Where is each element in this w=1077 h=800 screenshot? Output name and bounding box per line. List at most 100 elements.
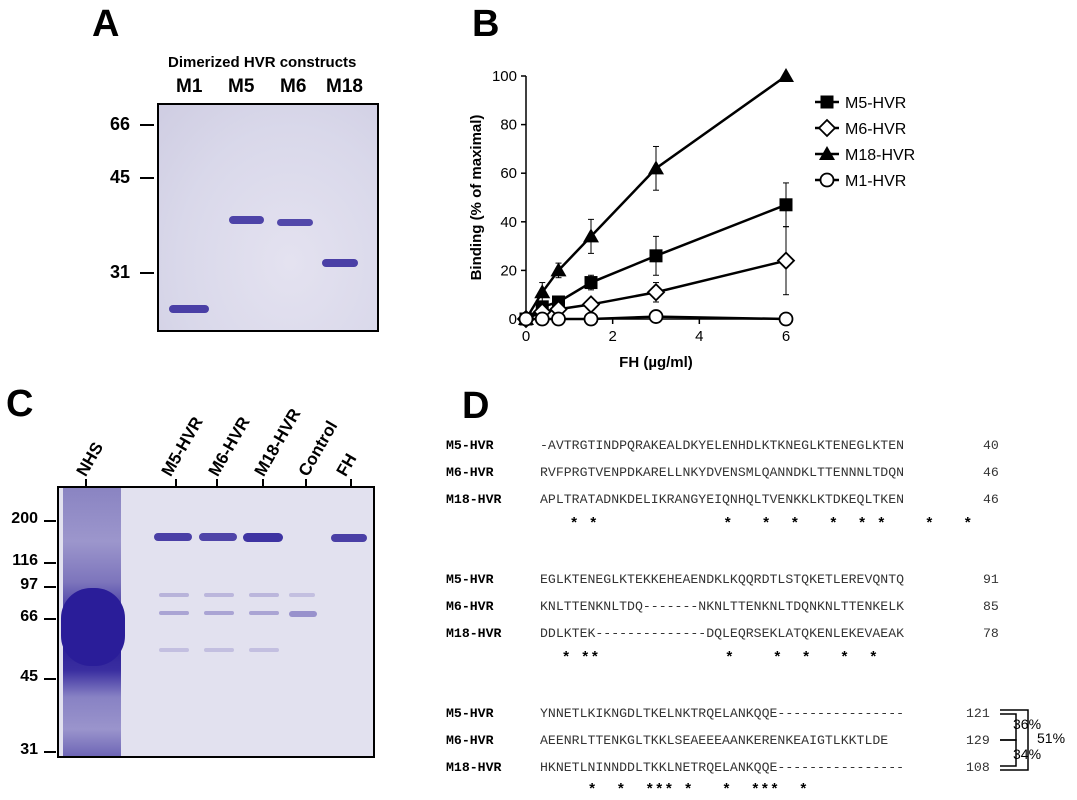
identity-m5-m6: 36% [1013, 716, 1042, 732]
lane-label-m5: M5 [228, 76, 255, 97]
band-m5 [229, 216, 264, 224]
lane-tick [175, 479, 177, 487]
lane-label-m18: M18 [326, 76, 363, 97]
gel-panel-a [157, 103, 379, 332]
y-tick-label: 60 [500, 165, 517, 182]
seq-m18-3: HKNETLNINNDDLTKKLNETRQELANKQQE----------… [540, 760, 905, 775]
seq-m5-3: YNNETLKIKNGDLTKELNKTRQELANKQQE----------… [540, 706, 905, 721]
y-tick-label: 40 [500, 214, 517, 231]
seq-num: 121 [966, 706, 990, 721]
y-tick-label: 80 [500, 117, 517, 134]
legend-marker-m5-hvr [820, 95, 834, 109]
data-point-m6-hvr [581, 295, 601, 314]
band-m18 [322, 259, 358, 267]
faint-band [159, 611, 189, 615]
data-point-m1-hvr [648, 309, 664, 324]
band-m6-fh [199, 533, 237, 541]
seq-num: 85 [983, 599, 999, 614]
x-tick-label: 2 [608, 328, 616, 345]
identity-m6-m18: 34% [1013, 746, 1042, 762]
data-point-m6-hvr [776, 251, 796, 270]
band-m5-fh [154, 533, 192, 541]
gel-panel-c [57, 486, 375, 758]
y-axis-label: Binding (% of maximal) [468, 115, 485, 281]
marker-97-c: 97 [20, 576, 38, 593]
identity-m5-m18: 51% [1037, 730, 1066, 746]
marker-tick [140, 177, 154, 179]
marker-116-c: 116 [12, 552, 38, 569]
conservation-stars: * * *** * * *** * [578, 782, 809, 799]
seq-m5-1: -AVTRGTINDPQRAKEALDKYELENHDLKTKNEGLKTENE… [540, 438, 905, 453]
faint-band [249, 611, 279, 615]
panel-a-header: Dimerized HVR constructs [168, 54, 357, 71]
seq-m6-1: RVFPRGTVENPDKARELLNKYDVENSMLQANNDKLTTENN… [540, 465, 905, 480]
marker-tick [44, 751, 56, 753]
binding-chart: 0 20 40 60 80 100 0 2 4 6 FH (µg/ml) Binding (% of … [468, 68, 915, 371]
marker-200-c: 200 [11, 510, 38, 527]
seq-m18-2: DDLKTEK--------------DQLEQRSEKLATQKENLEK… [540, 626, 905, 641]
lane-tick [305, 479, 307, 487]
lane-label-m1: M1 [176, 76, 203, 97]
lane-label-m6: M6 [280, 76, 307, 97]
faint-band [289, 593, 315, 597]
seq-name-m18: M18-HVR [446, 626, 502, 641]
seq-m6-3: AEENRLTTENKGLTKKLSEAEEEAANKERENKEAIGTLKK… [540, 733, 889, 748]
band-m1 [169, 305, 209, 313]
legend-label-m5-hvr: M5-HVR [845, 95, 906, 112]
seq-num: 129 [966, 733, 990, 748]
y-tick-label: 100 [492, 68, 517, 85]
seq-name-m18: M18-HVR [446, 492, 502, 507]
legend-marker-m1-hvr [819, 172, 835, 188]
panel-b-label: B [472, 3, 500, 45]
data-point-m1-hvr [518, 311, 534, 327]
band-fh [331, 534, 367, 542]
data-point-m6-hvr [646, 282, 666, 302]
legend-label-m1-hvr: M1-HVR [845, 173, 906, 190]
data-point-m5-hvr [584, 276, 598, 290]
seq-m18-1: APLTRATADNKDELIKRANGYEIQNHQLTVENKKLKTDKE… [540, 492, 905, 507]
seq-num: 46 [983, 492, 999, 507]
seq-num: 78 [983, 626, 999, 641]
lane-label-fh: FH [332, 450, 361, 480]
data-point-m1-hvr [551, 311, 566, 327]
band-m6 [277, 219, 313, 226]
y-tick-label: 20 [500, 262, 517, 279]
lane-tick [350, 479, 352, 487]
data-point-m18-hvr [550, 262, 567, 277]
lane-label-m5-hvr: M5-HVR [157, 413, 207, 480]
control-band [289, 611, 317, 617]
legend-label-m6-hvr: M6-HVR [845, 121, 906, 138]
seq-name-m6: M6-HVR [446, 465, 494, 480]
lane-label-m6-hvr: M6-HVR [204, 413, 254, 480]
legend-marker-m6-hvr [817, 118, 837, 138]
marker-45-a: 45 [109, 167, 130, 187]
seq-num: 108 [966, 760, 990, 775]
marker-tick [140, 124, 154, 126]
lane-tick [262, 479, 264, 487]
data-point-m1-hvr [534, 311, 550, 327]
legend-label-m18-hvr: M18-HVR [845, 147, 915, 164]
marker-31-c: 31 [20, 741, 38, 758]
marker-45-c: 45 [20, 668, 38, 685]
data-point-m1-hvr [583, 311, 599, 327]
panel-d-label: D [462, 385, 490, 427]
seq-num: 91 [983, 572, 999, 587]
faint-band [159, 593, 189, 597]
seq-name-m6: M6-HVR [446, 733, 494, 748]
seq-name-m5: M5-HVR [446, 706, 494, 721]
data-point-m5-hvr [649, 249, 663, 263]
data-point-m18-hvr [778, 68, 794, 82]
faint-band [249, 648, 279, 652]
seq-name-m5: M5-HVR [446, 572, 494, 587]
data-point-m18-hvr [534, 284, 551, 299]
marker-66-a: 66 [109, 114, 130, 134]
seq-name-m6: M6-HVR [446, 599, 494, 614]
faint-band [204, 648, 234, 652]
band-m18-fh [243, 533, 283, 542]
marker-tick [44, 520, 56, 522]
x-tick-label: 0 [522, 328, 530, 345]
data-point-m18-hvr [583, 228, 599, 243]
faint-band [204, 611, 234, 615]
marker-66-c: 66 [20, 608, 38, 625]
faint-band [249, 593, 279, 597]
